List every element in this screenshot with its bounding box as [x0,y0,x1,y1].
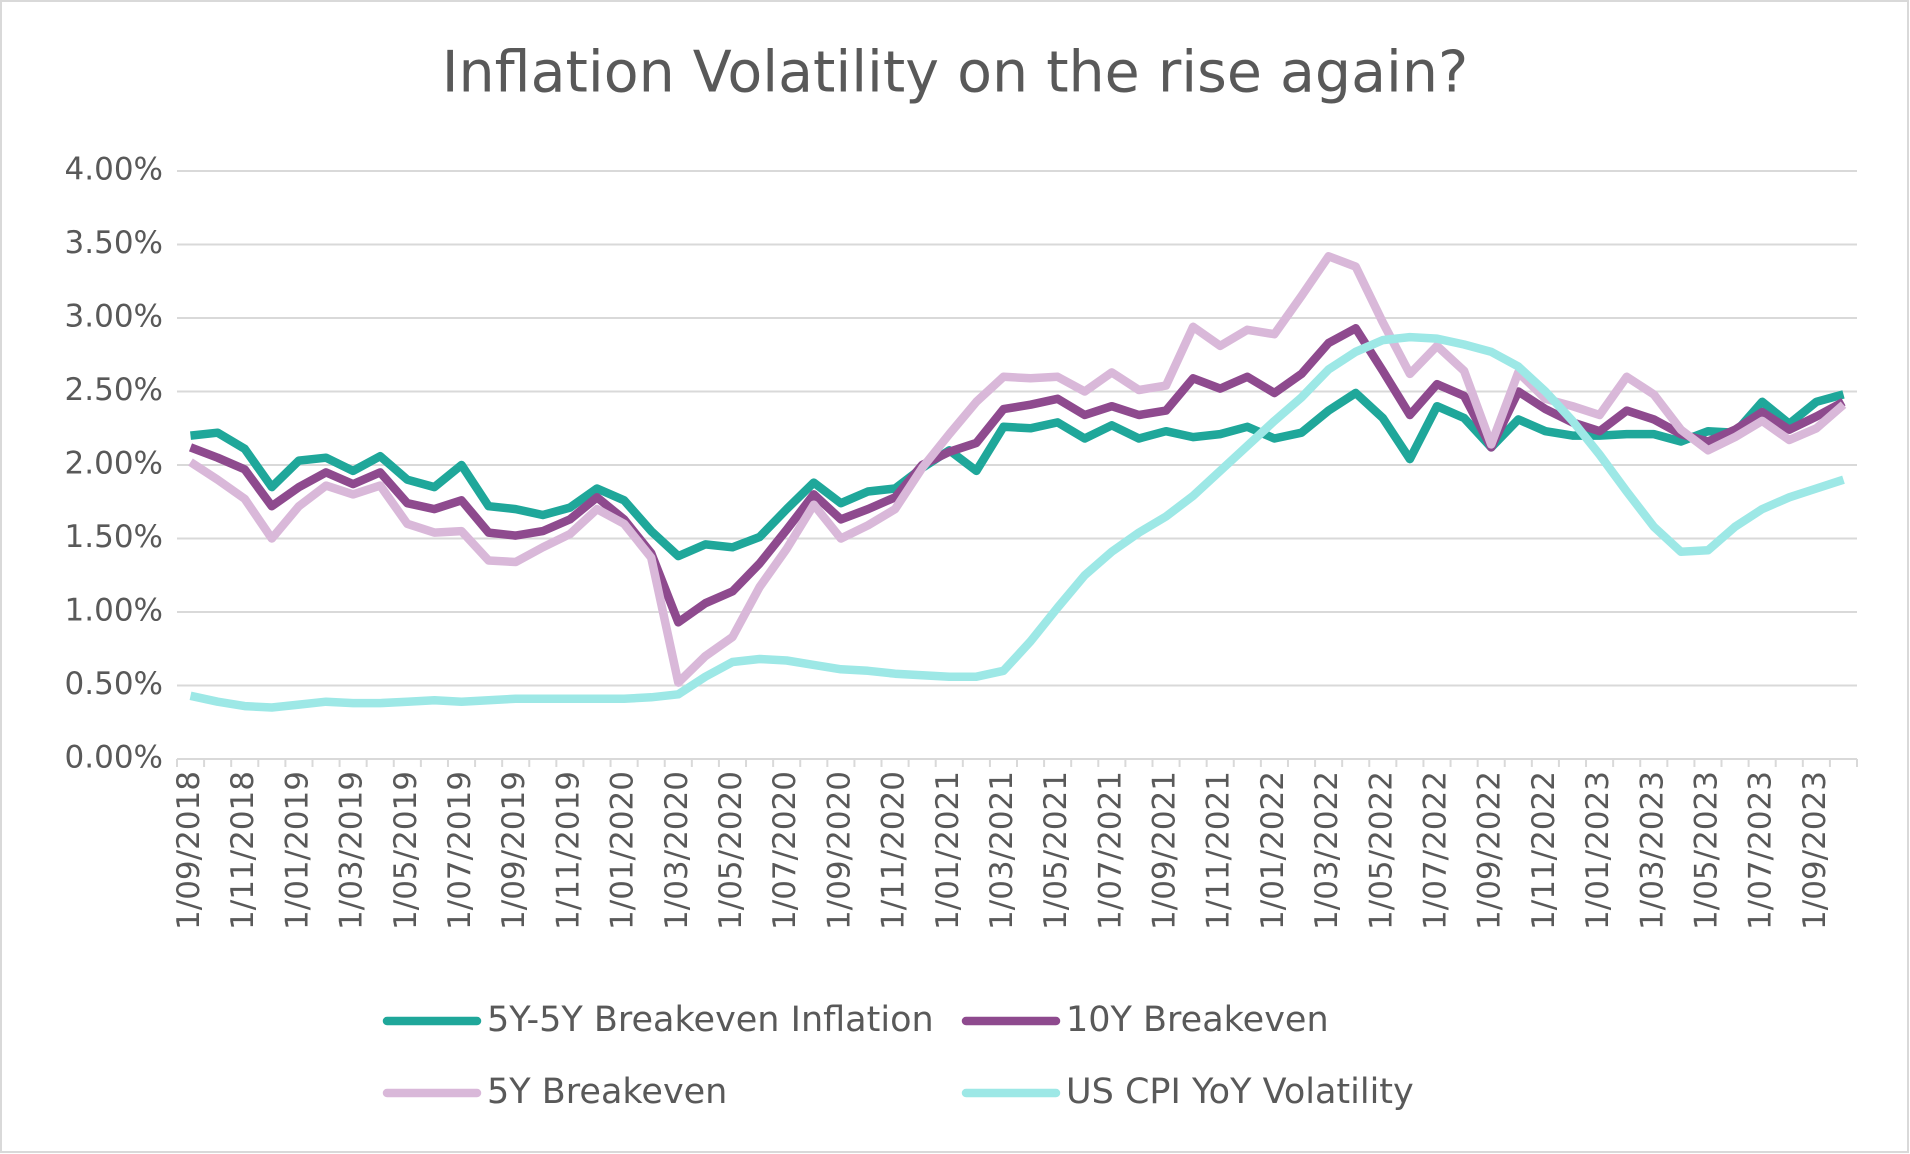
y-tick-label: 4.00% [65,152,163,188]
x-tick-label: 1/03/2022 [1309,771,1345,930]
x-tick-label: 1/03/2023 [1634,771,1670,930]
y-tick-label: 2.00% [65,446,163,482]
legend-label: 5Y-5Y Breakeven Inflation [487,1000,934,1040]
legend-label: 10Y Breakeven [1066,1000,1329,1040]
x-tick-label: 1/07/2022 [1418,771,1454,930]
x-tick-label: 1/07/2019 [442,771,478,930]
x-tick-label: 1/01/2021 [930,771,966,930]
x-tick-label: 1/11/2022 [1526,771,1562,930]
x-tick-label: 1/11/2021 [1201,771,1237,930]
x-tick-label: 1/05/2022 [1363,771,1399,930]
x-tick-label: 1/03/2021 [984,771,1020,930]
x-tick-label: 1/11/2020 [876,771,912,930]
x-tick-label: 1/01/2019 [279,771,315,930]
x-tick-label: 1/07/2023 [1743,771,1779,930]
y-tick-label: 0.50% [65,666,163,702]
x-tick-label: 1/03/2019 [334,771,370,930]
x-tick-label: 1/11/2019 [550,771,586,930]
x-tick-label: 1/09/2020 [821,771,857,930]
x-tick-label: 1/03/2020 [659,771,695,930]
y-tick-label: 0.00% [65,740,163,776]
y-tick-label: 2.50% [65,372,163,408]
legend-label: US CPI YoY Volatility [1066,1072,1414,1112]
x-tick-label: 1/09/2022 [1472,771,1508,930]
x-tick-label: 1/05/2020 [713,771,749,930]
y-tick-label: 1.00% [65,593,163,629]
x-tick-label: 1/09/2018 [171,771,207,930]
series-line [189,332,1845,712]
x-tick-label: 1/09/2023 [1797,771,1833,930]
x-tick-label: 1/09/2021 [1147,771,1183,930]
x-tick-label: 1/07/2021 [1092,771,1128,930]
y-tick-label: 3.50% [65,225,163,261]
series-line [188,252,1847,687]
series-line [190,388,1845,561]
x-tick-label: 1/01/2022 [1255,771,1291,930]
y-tick-label: 3.00% [65,299,163,335]
x-tick-label: 1/07/2020 [767,771,803,930]
x-tick-label: 1/11/2018 [225,771,261,930]
x-tick-label: 1/05/2023 [1688,771,1724,930]
x-tick-label: 1/09/2019 [496,771,532,930]
x-tick-label: 1/01/2023 [1580,771,1616,930]
legend-label: 5Y Breakeven [487,1072,727,1112]
x-tick-label: 1/05/2021 [1038,771,1074,930]
x-tick-label: 1/01/2020 [605,771,641,930]
y-tick-label: 1.50% [65,519,163,555]
x-tick-label: 1/05/2019 [388,771,424,930]
chart-title: Inflation Volatility on the rise again? [442,40,1469,106]
